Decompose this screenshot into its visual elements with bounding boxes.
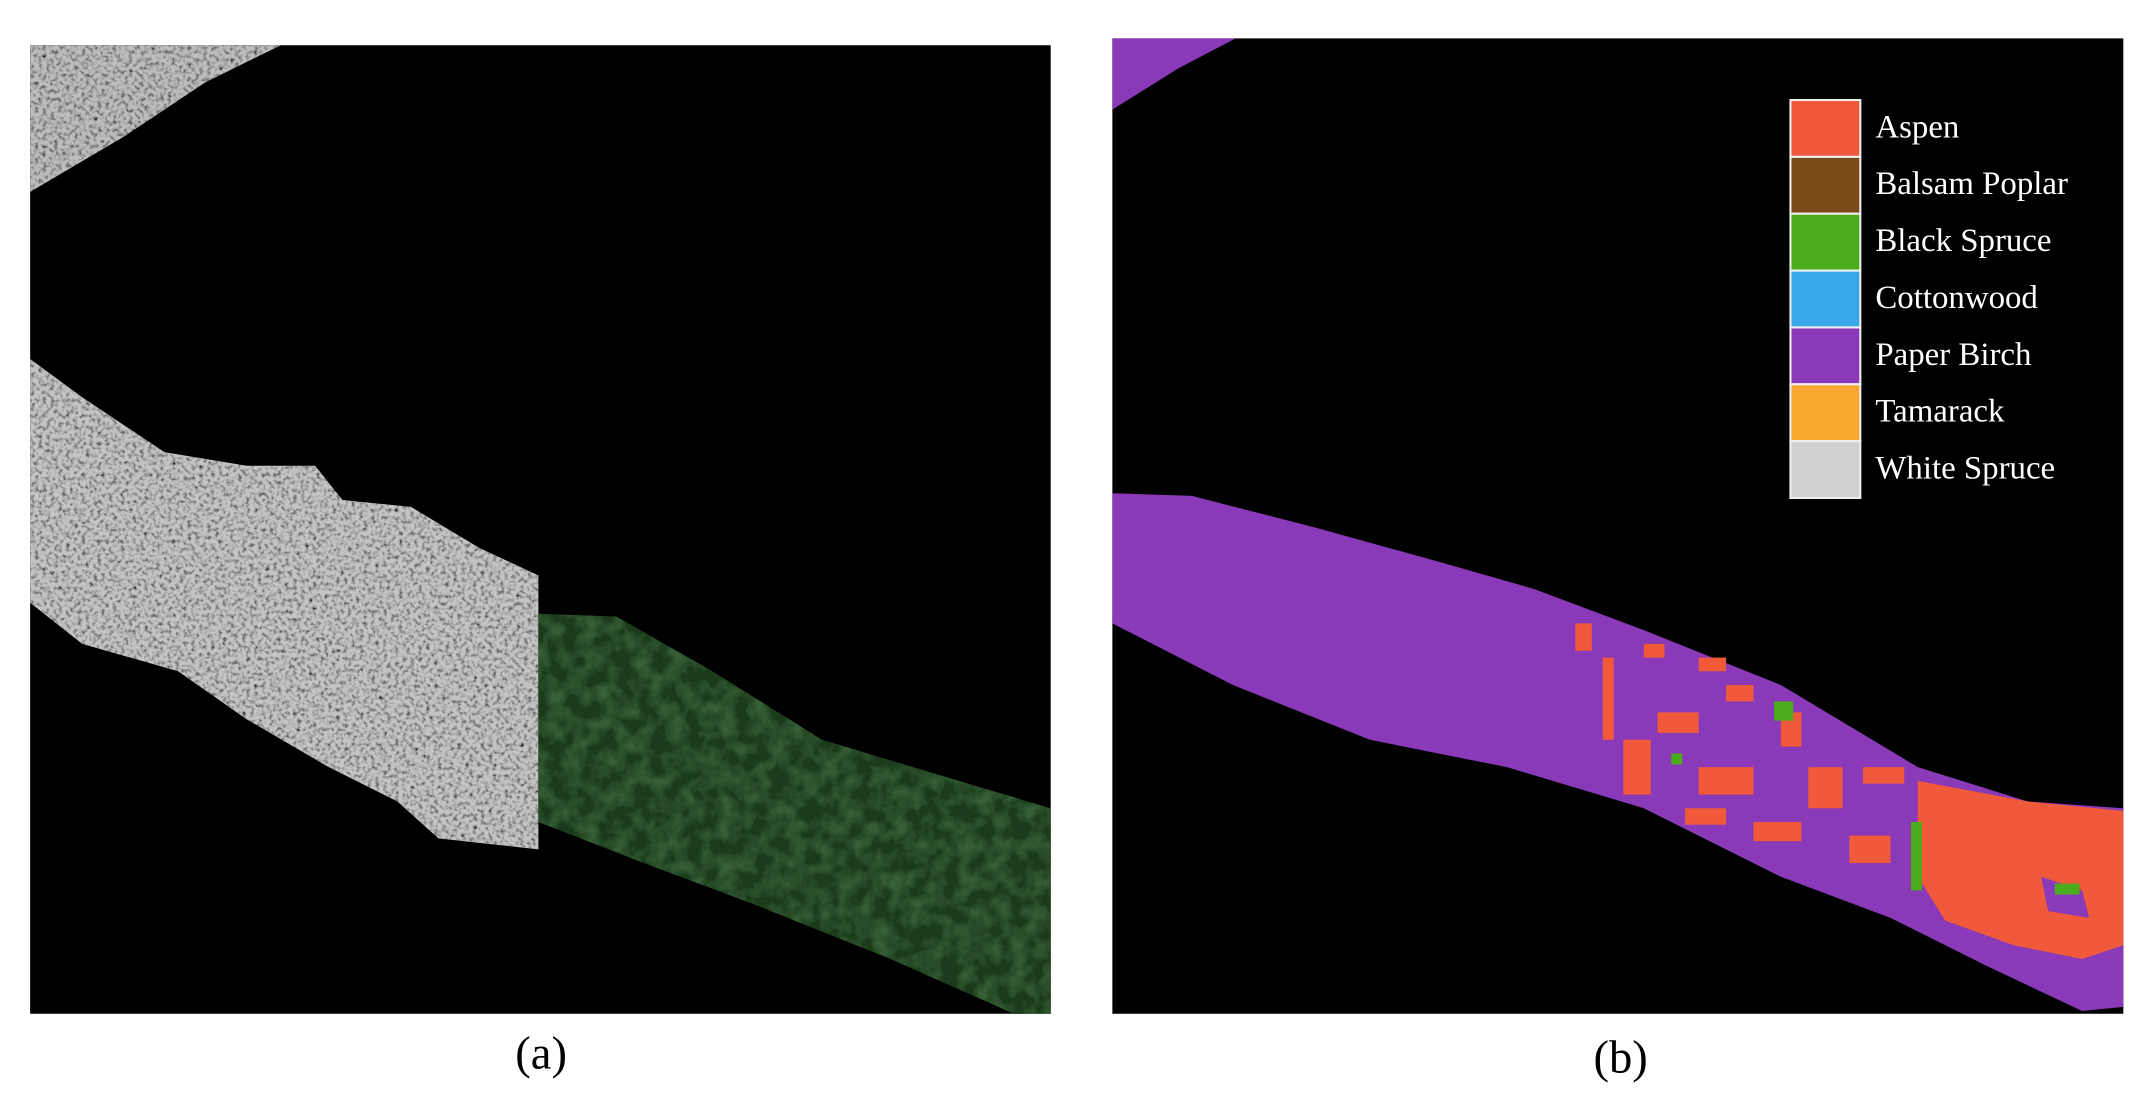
legend-swatch xyxy=(1789,440,1862,500)
caption: (a) xyxy=(515,1028,567,1079)
legend-swatch xyxy=(1789,212,1862,272)
rgb-region xyxy=(538,613,1051,1014)
legend-label: Black Spruce xyxy=(1875,223,2051,259)
legend-label: Aspen xyxy=(1875,109,1959,145)
legend-swatch xyxy=(1789,155,1862,215)
panel-b: Legend (b) xyxy=(1112,38,2124,1083)
class-patches xyxy=(1575,623,1905,864)
class-region xyxy=(2041,876,2090,918)
legend-label: Tamarack xyxy=(1875,394,2005,430)
legend-label: Balsam Poplar xyxy=(1875,166,2068,202)
legend-label: White Spruce xyxy=(1875,450,2055,486)
legend-swatch xyxy=(1789,326,1862,386)
legend-label: Paper Birch xyxy=(1875,337,2031,373)
grayscale-region xyxy=(30,358,539,850)
panel-a: (a) xyxy=(30,45,1051,1079)
class-region xyxy=(1112,493,2124,1012)
caption: (b) xyxy=(1593,1032,1647,1083)
legend-swatch xyxy=(1789,269,1862,329)
legend-label: Cottonwood xyxy=(1875,280,2038,316)
legend-swatch xyxy=(1789,99,1862,158)
legend-title: Legend xyxy=(1909,51,2005,85)
class-region xyxy=(1112,38,1236,110)
legend-swatch xyxy=(1789,383,1862,443)
class-patches xyxy=(1671,701,2080,895)
grayscale-region xyxy=(30,45,281,192)
